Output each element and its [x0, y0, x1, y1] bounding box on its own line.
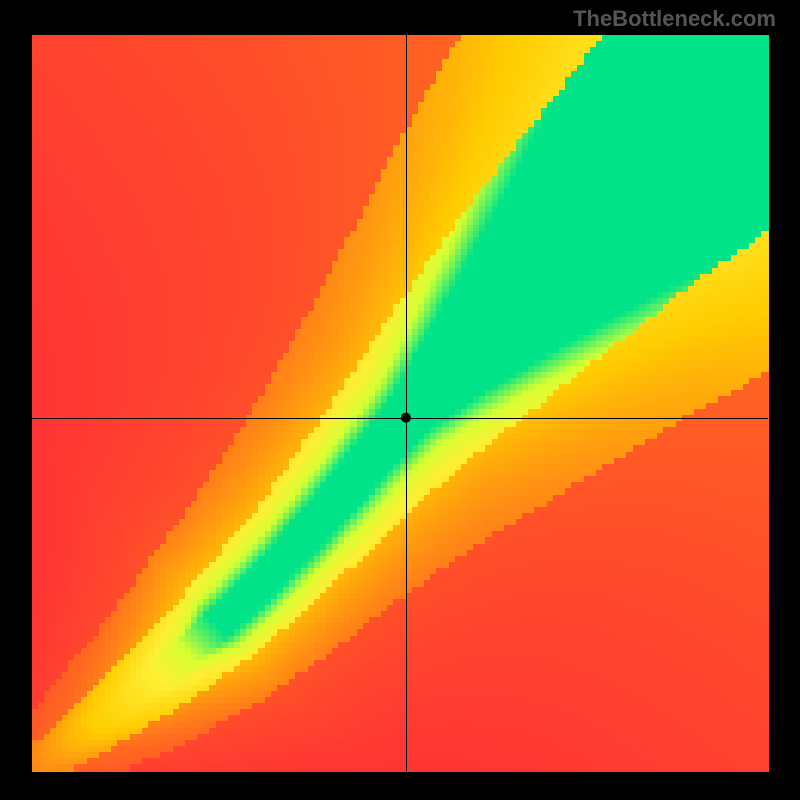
- chart-container: TheBottleneck.com: [0, 0, 800, 800]
- watermark-text: TheBottleneck.com: [573, 6, 776, 32]
- bottleneck-heatmap: [0, 0, 800, 800]
